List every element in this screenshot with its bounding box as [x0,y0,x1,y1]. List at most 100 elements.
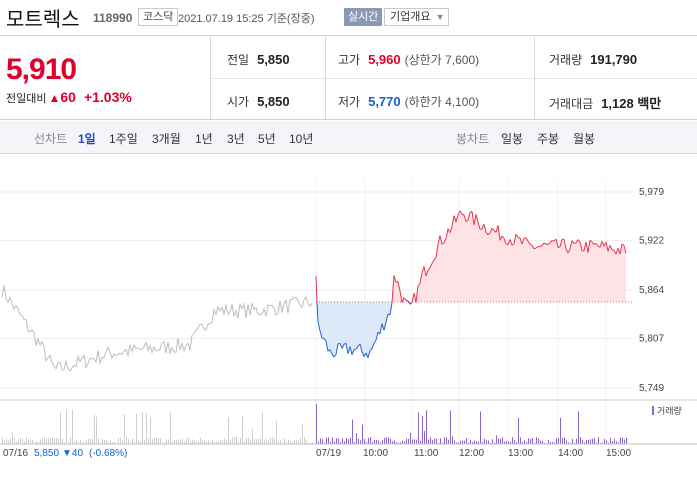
x-tick-label: 12:00 [459,448,485,459]
tab-1day[interactable]: 1일 [78,132,96,146]
y-tick-label: 5,749 [639,383,664,394]
live-badge[interactable]: 실시간 [344,8,383,26]
volume-bar [462,440,463,444]
volume-bar [426,410,427,444]
price-segment [577,239,581,243]
amount-label: 거래대금 [549,97,594,111]
volume-bar [100,442,101,444]
volume-bar [34,442,35,444]
volume-bar [412,439,413,444]
volume-bar [196,441,197,444]
volume-bar [258,438,259,444]
volume-bar [386,437,387,444]
volume-bar [114,442,115,444]
price-segment [439,235,443,245]
volume-bar [332,437,333,444]
volume-bar [260,438,261,444]
volume-bar [394,440,395,444]
prev-close-cell: 전일 5,850 [227,51,290,68]
volume-bar [30,438,31,444]
price-segment [475,214,479,223]
intraday-chart[interactable]: 5,979 5,922 5,864 5,807 5,749 거래량 07/16 5,85… [0,155,697,482]
volume-bar [230,439,231,444]
price-segment [319,330,323,339]
price-segment [353,348,357,351]
volume-bar [530,438,531,444]
volume-bar [618,442,619,444]
volume-bar [436,438,437,444]
price-segment [503,238,507,245]
volume-bar [272,437,273,444]
price-segment [567,248,571,254]
volume-bar [136,413,137,444]
volume-bar [580,437,581,444]
stock-header: 모트렉스 118990 코스닥 2021.07.19 15:25 기준(장중) … [0,0,697,36]
volume-bar [360,440,361,444]
amount-cell: 거래대금 1,128 백만 [549,93,661,112]
tab-1week[interactable]: 1주일 [109,132,138,146]
volume-bar [170,412,171,444]
volume-bar [140,441,141,444]
tab-5year[interactable]: 5년 [258,132,276,146]
volume-bar [488,440,489,444]
price-segment [517,236,521,239]
volume-bar [604,438,605,444]
volume-bar [510,442,511,444]
price-segment [487,232,491,236]
volume-bar [206,442,207,444]
open-label: 시가 [227,95,250,109]
volume-bar [484,438,485,444]
price-segment [347,346,351,354]
volume-bar [438,442,439,444]
quote-timestamp: 2021.07.19 15:25 기준(장중) [178,13,315,25]
volume-legend: 거래량 [652,404,682,417]
price-segment [615,247,619,255]
volume-bar [498,438,499,444]
volume-bar [280,440,281,444]
price-segment [521,238,525,245]
volume-bar [344,441,345,444]
volume-bar [346,438,347,444]
volume-bar [382,440,383,444]
price-segment [619,243,623,254]
price-segment [557,246,561,248]
price-segment [345,343,349,354]
price-segment [425,270,429,277]
volume-bar [138,440,139,444]
price-segment [391,275,395,303]
volume-bar [574,442,575,444]
tab-3year[interactable]: 3년 [227,132,245,146]
volume-bar [596,442,597,444]
volume-bar [96,416,97,444]
company-info-dropdown[interactable]: 기업개요 ▼ [384,8,450,26]
volume-bar [214,442,215,444]
volume-bar [374,439,375,444]
price-segment [527,240,531,245]
price-segment [383,321,387,331]
tab-3month[interactable]: 3개월 [152,132,181,146]
price-change: 전일대비 ▲60 +1.03% [6,89,132,106]
tab-1year[interactable]: 1년 [195,132,213,146]
volume-bar [340,442,341,444]
volume-bar [146,413,147,444]
volume-bar [520,437,521,444]
volume-bar [566,440,567,444]
volume-bar [178,439,179,444]
low-label: 저가 [338,95,361,109]
tab-weekly-candle[interactable]: 주봉 [537,132,560,146]
volume-bar [212,440,213,444]
price-segment [569,240,573,250]
low-cell: 저가 5,770 (하한가 4,100) [338,93,479,110]
tab-10year[interactable]: 10년 [289,132,314,146]
volume-bar [432,440,433,444]
volume-bar [560,417,561,444]
price-segment [419,272,423,284]
volume-bar [356,433,357,444]
volume-bar [268,440,269,444]
tab-monthly-candle[interactable]: 월봉 [573,132,596,146]
volume-bar [296,439,297,444]
volume-bar [472,442,473,444]
volume-bar [548,440,549,444]
price-segment [547,242,551,245]
tab-daily-candle[interactable]: 일봉 [501,132,524,146]
